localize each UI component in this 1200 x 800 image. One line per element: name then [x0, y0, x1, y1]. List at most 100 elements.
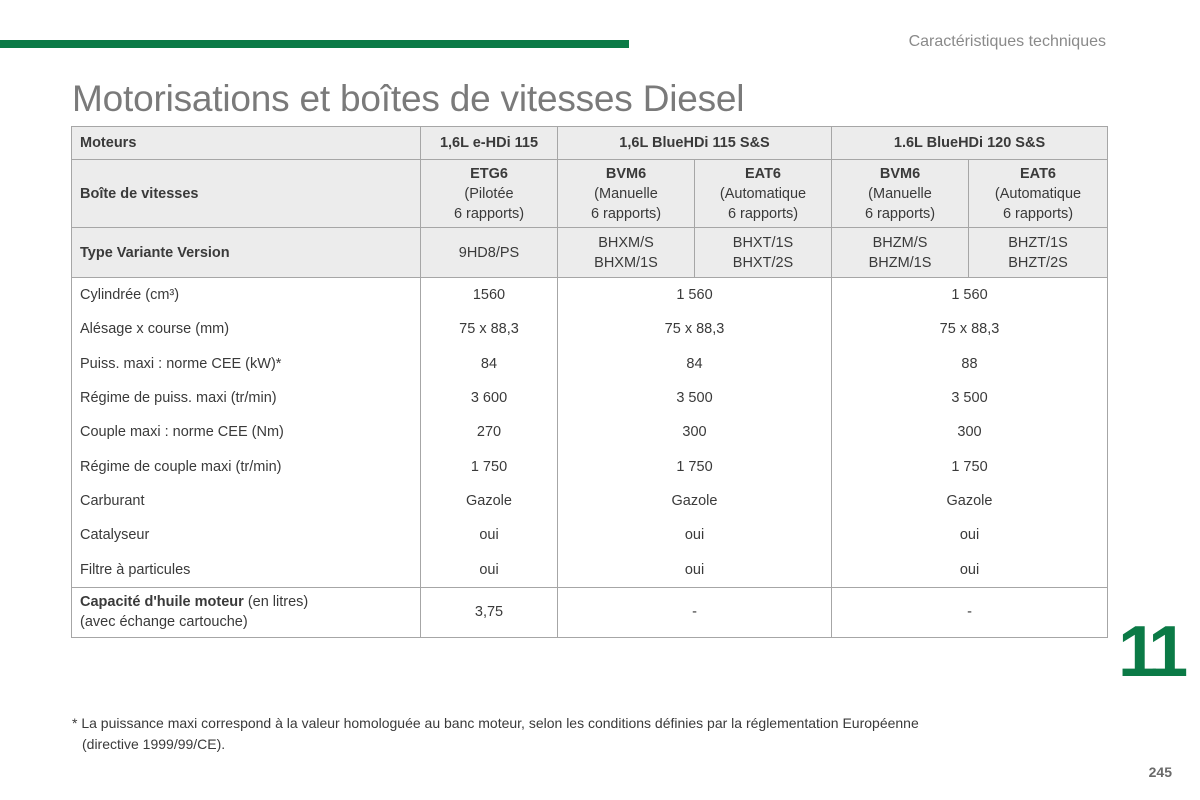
header-accent-bar: [0, 40, 629, 48]
engines-label: Moteurs: [71, 126, 421, 160]
cell: 1 560: [831, 277, 1108, 313]
table-row: Régime de puiss. maxi (tr/min) 3 600 3 5…: [71, 380, 1108, 416]
oil-capacity-row: Capacité d'huile moteur (en litres) (avec…: [71, 586, 1108, 638]
table-row: Puiss. maxi : norme CEE (kW)* 84 84 88: [71, 346, 1108, 381]
cell: -: [557, 586, 832, 638]
gearbox-desc: (Pilotée: [464, 185, 514, 202]
cell: 3 500: [831, 380, 1108, 416]
chapter-number: 11: [1118, 612, 1188, 692]
row-label: Cylindrée (cm³): [71, 277, 421, 313]
cell: oui: [831, 518, 1108, 553]
gearbox-cell: ETG6 (Pilotée 6 rapports): [420, 159, 558, 228]
gearbox-cell: EAT6 (Automatique 6 rapports): [968, 159, 1108, 228]
table-row: Alésage x course (mm) 75 x 88,3 75 x 88,…: [71, 312, 1108, 347]
cell: 1 750: [831, 449, 1108, 484]
engine-2: 1,6L BlueHDi 115 S&S: [557, 126, 832, 160]
gearbox-ratios: 6 rapports): [453, 205, 525, 222]
cell: Gazole: [831, 483, 1108, 519]
cell: 300: [557, 415, 832, 450]
cell: 75 x 88,3: [831, 312, 1108, 347]
engine-3: 1.6L BlueHDi 120 S&S: [831, 126, 1108, 160]
gearbox-desc: (Manuelle: [868, 185, 932, 202]
table-row: Cylindrée (cm³) 1560 1 560 1 560: [71, 277, 1108, 313]
page-title: Motorisations et boîtes de vitesses Dies…: [72, 78, 745, 119]
gearbox-row: Boîte de vitesses ETG6 (Pilotée 6 rapports…: [71, 159, 1108, 228]
cell: oui: [420, 518, 558, 553]
row-label: Carburant: [71, 483, 421, 519]
engine-1: 1,6L e-HDi 115: [420, 126, 558, 160]
table-row: Couple maxi : norme CEE (Nm) 270 300 300: [71, 415, 1108, 450]
row-label: Puiss. maxi : norme CEE (kW)*: [71, 346, 421, 381]
cell: oui: [557, 518, 832, 553]
cell: oui: [831, 552, 1108, 588]
type-code: BHXM/S: [598, 234, 654, 251]
type-code: 9HD8/PS: [458, 244, 520, 261]
engines-row: Moteurs 1,6L e-HDi 115 1,6L BlueHDi 115 …: [71, 126, 1108, 160]
oil-label-bold: Capacité d'huile moteur: [80, 594, 244, 611]
type-code: BHZM/S: [872, 234, 928, 251]
type-cell: BHXM/S BHXM/1S: [557, 227, 695, 278]
cell: 1 560: [557, 277, 832, 313]
type-cell: BHZT/1S BHZT/2S: [968, 227, 1108, 278]
footnote-line-2: (directive 1999/99/CE).: [82, 736, 226, 752]
table-row: Catalyseur oui oui oui: [71, 518, 1108, 553]
row-label: Filtre à particules: [71, 552, 421, 588]
section-label: Caractéristiques techniques: [908, 33, 1106, 50]
gearbox-label: Boîte de vitesses: [71, 159, 421, 228]
gearbox-desc: (Automatique: [994, 185, 1082, 202]
gearbox-cell: BVM6 (Manuelle 6 rapports): [557, 159, 695, 228]
spec-table: Moteurs 1,6L e-HDi 115 1,6L BlueHDi 115 …: [71, 126, 1108, 638]
gearbox-code: ETG6: [470, 165, 508, 182]
row-label: Catalyseur: [71, 518, 421, 553]
cell: -: [831, 586, 1108, 638]
row-label: Régime de puiss. maxi (tr/min): [71, 380, 421, 416]
type-code: BHXT/1S: [732, 234, 794, 251]
footnote-line-1: * La puissance maxi correspond à la vale…: [72, 715, 919, 731]
cell: oui: [557, 552, 832, 588]
cell: 88: [831, 346, 1108, 381]
oil-label-note: (avec échange cartouche): [80, 614, 248, 631]
gearbox-desc: (Manuelle: [594, 185, 658, 202]
gearbox-code: EAT6: [1020, 165, 1056, 182]
type-cell: 9HD8/PS: [420, 227, 558, 278]
gearbox-ratios: 6 rapports): [1002, 205, 1074, 222]
gearbox-code: EAT6: [745, 165, 781, 182]
type-code: BHZT/1S: [1008, 234, 1068, 251]
gearbox-ratios: 6 rapports): [864, 205, 936, 222]
gearbox-desc: (Automatique: [719, 185, 807, 202]
table-row: Carburant Gazole Gazole Gazole: [71, 483, 1108, 519]
cell: 1 750: [420, 449, 558, 484]
type-label: Type Variante Version: [71, 227, 421, 278]
cell: 300: [831, 415, 1108, 450]
cell: Gazole: [420, 483, 558, 519]
cell: Gazole: [557, 483, 832, 519]
cell: 3 600: [420, 380, 558, 416]
cell: oui: [420, 552, 558, 588]
type-code: BHZM/1S: [868, 254, 932, 271]
gearbox-code: BVM6: [605, 165, 647, 182]
oil-capacity-label: Capacité d'huile moteur (en litres) (avec…: [71, 586, 421, 638]
type-cell: BHXT/1S BHXT/2S: [694, 227, 832, 278]
cell: 75 x 88,3: [420, 312, 558, 347]
page-number: 245: [1148, 764, 1172, 780]
gearbox-ratios: 6 rapports): [590, 205, 662, 222]
gearbox-ratios: 6 rapports): [727, 205, 799, 222]
table-row: Filtre à particules oui oui oui: [71, 552, 1108, 588]
type-code: BHXT/2S: [732, 254, 794, 271]
oil-label-unit: (en litres): [243, 594, 309, 611]
cell: 3 500: [557, 380, 832, 416]
cell: 84: [420, 346, 558, 381]
table-row: Régime de couple maxi (tr/min) 1 750 1 7…: [71, 449, 1108, 484]
gearbox-code: BVM6: [879, 165, 921, 182]
type-row: Type Variante Version 9HD8/PS BHXM/S BHXM…: [71, 227, 1108, 278]
cell: 270: [420, 415, 558, 450]
cell: 75 x 88,3: [557, 312, 832, 347]
type-code: BHZT/2S: [1008, 254, 1068, 271]
cell: 1 750: [557, 449, 832, 484]
cell: 84: [557, 346, 832, 381]
footnote: * La puissance maxi correspond à la vale…: [72, 713, 919, 755]
row-label: Alésage x course (mm): [71, 312, 421, 347]
type-cell: BHZM/S BHZM/1S: [831, 227, 969, 278]
cell: 3,75: [420, 586, 558, 638]
gearbox-cell: EAT6 (Automatique 6 rapports): [694, 159, 832, 228]
